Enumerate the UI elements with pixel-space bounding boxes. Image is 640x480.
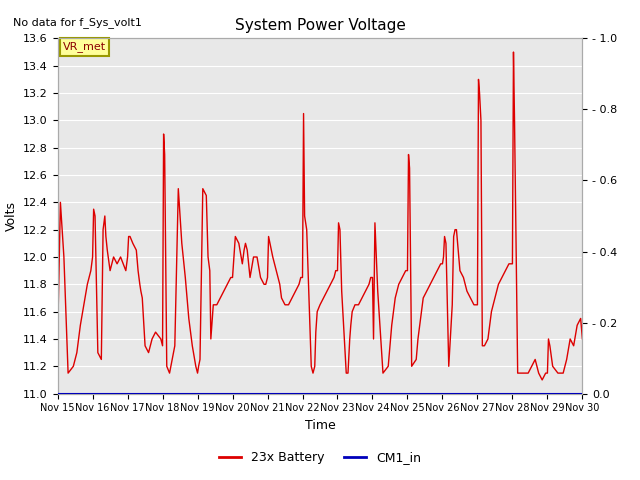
X-axis label: Time: Time [305,419,335,432]
Title: System Power Voltage: System Power Voltage [235,18,405,33]
Y-axis label: Volts: Volts [4,201,17,231]
Text: VR_met: VR_met [63,41,106,52]
Text: No data for f_Sys_volt1: No data for f_Sys_volt1 [13,17,141,28]
Legend: 23x Battery, CM1_in: 23x Battery, CM1_in [214,446,426,469]
